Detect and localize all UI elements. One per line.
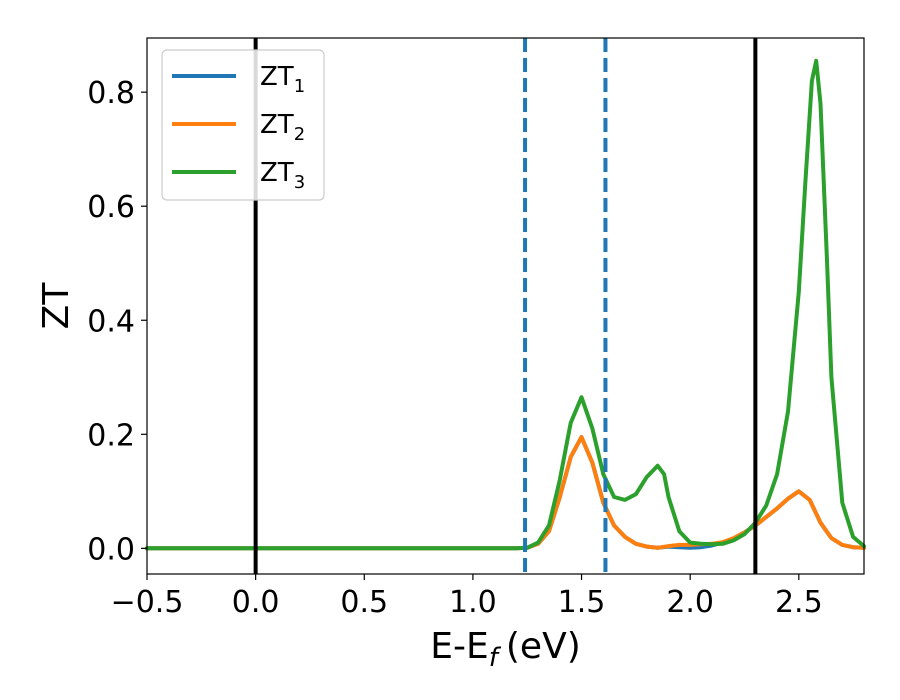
y-tick-label: 0.8 bbox=[87, 76, 135, 111]
x-tick-label: 2.0 bbox=[666, 585, 714, 620]
legend-box bbox=[161, 49, 325, 201]
x-tick-label: −0.5 bbox=[111, 585, 184, 620]
legend-label-2: ZT2 bbox=[260, 110, 305, 145]
y-axis-ticks: 0.0 0.2 0.4 0.6 0.8 bbox=[87, 76, 147, 567]
y-tick-label: 0.4 bbox=[87, 304, 135, 339]
y-tick-label: 0.0 bbox=[87, 532, 135, 567]
x-tick-label: 1.0 bbox=[449, 585, 497, 620]
y-tick-label: 0.6 bbox=[87, 190, 135, 225]
y-tick-label: 0.2 bbox=[87, 418, 135, 453]
legend-label-3: ZT3 bbox=[260, 158, 305, 193]
legend-label-1: ZT1 bbox=[260, 62, 305, 97]
x-axis-label-unit: (eV) bbox=[506, 626, 581, 667]
x-axis-ticks: −0.5 0.0 0.5 1.0 1.5 2.0 2.5 bbox=[111, 574, 823, 620]
x-tick-label: 1.5 bbox=[558, 585, 606, 620]
x-axis-label: E-Ef (eV) bbox=[430, 626, 581, 673]
series-line-3 bbox=[145, 58, 866, 551]
plot-frame bbox=[146, 37, 865, 575]
x-tick-label: 0.5 bbox=[340, 585, 388, 620]
x-tick-label: 2.5 bbox=[775, 585, 823, 620]
y-axis-label: ZT bbox=[36, 282, 77, 330]
legend: ZT1 ZT2 ZT3 bbox=[161, 49, 325, 201]
x-tick-label: 0.0 bbox=[232, 585, 280, 620]
x-axis-label-main: E-E bbox=[430, 626, 488, 667]
